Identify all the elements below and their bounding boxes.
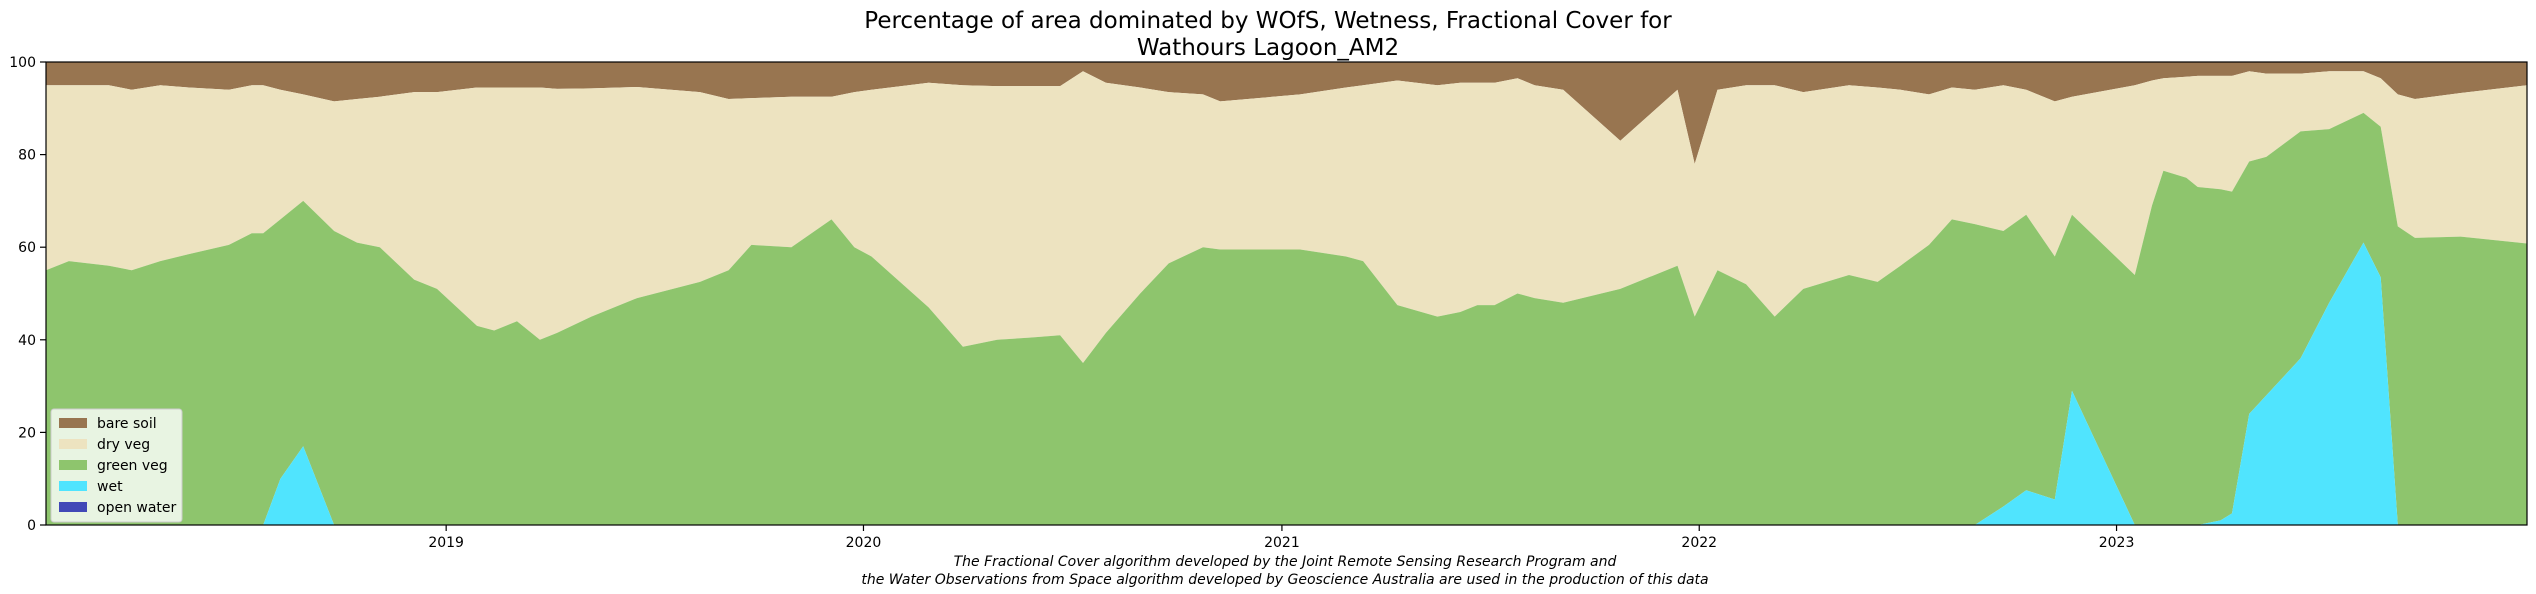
plot-area: 0 20 40 60 80 100 2019 2020 2021 2022 2023 <box>9 55 2528 551</box>
x-tick-label: 2019 <box>428 535 464 551</box>
legend-label: open water <box>97 500 177 516</box>
y-tick-label: 40 <box>18 333 36 349</box>
caption-line-1: The Fractional Cover algorithm developed… <box>954 554 1617 570</box>
area-bare-soil <box>46 62 2527 164</box>
legend: bare soil dry veg green veg wet open water <box>50 408 183 523</box>
chart-title-line-2: Wathours Lagoon_AM2 <box>1137 35 1399 61</box>
x-tick-label: 2021 <box>1264 535 1300 551</box>
legend-label: bare soil <box>97 416 157 432</box>
legend-swatch <box>59 418 87 428</box>
legend-swatch <box>59 502 87 512</box>
y-tick-label: 60 <box>18 240 36 256</box>
x-tick-label: 2020 <box>846 535 882 551</box>
area-green-veg <box>46 112 2527 526</box>
chart-title-line-1: Percentage of area dominated by WOfS, We… <box>864 8 1672 34</box>
caption-line-2: the Water Observations from Space algori… <box>861 572 1708 588</box>
legend-swatch <box>59 481 87 491</box>
y-axis: 0 20 40 60 80 100 <box>9 55 46 534</box>
legend-label: green veg <box>97 458 168 474</box>
x-tick-label: 2022 <box>1681 535 1717 551</box>
legend-swatch <box>59 460 87 470</box>
legend-box <box>50 408 183 523</box>
x-tick-label: 2023 <box>2099 535 2135 551</box>
area-wet <box>46 242 2527 525</box>
y-tick-label: 80 <box>18 148 36 164</box>
legend-label: dry veg <box>97 437 150 453</box>
y-tick-label: 0 <box>27 518 36 534</box>
y-tick-label: 100 <box>9 55 36 71</box>
x-axis: 2019 2020 2021 2022 2023 <box>428 525 2134 551</box>
y-tick-label: 20 <box>18 425 36 441</box>
axes-frame <box>45 61 2528 526</box>
area-dry-veg <box>46 71 2527 364</box>
legend-label: wet <box>97 479 123 495</box>
legend-swatch <box>59 439 87 449</box>
